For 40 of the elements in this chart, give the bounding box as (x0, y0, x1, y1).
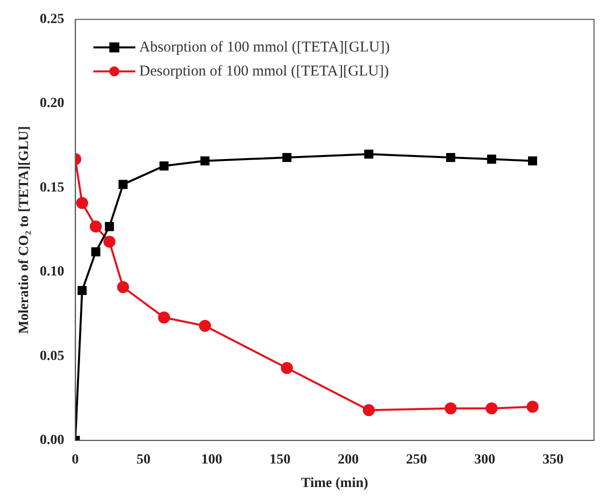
y-tick-label: 0.00 (40, 433, 64, 448)
legend-label: Absorption of 100 mmol ([TETA][GLU]) (139, 39, 390, 56)
y-tick-label: 0.10 (40, 264, 64, 280)
point (528, 156, 538, 166)
point (90, 220, 102, 233)
point (158, 311, 170, 324)
point (487, 154, 496, 164)
x-tick-label: 200 (338, 452, 359, 468)
point (78, 286, 87, 296)
y-tick-label: 0.25 (40, 12, 64, 28)
y-tick-label: 0.20 (40, 96, 64, 112)
point (362, 404, 375, 416)
point (91, 247, 100, 256)
point (198, 320, 211, 332)
x-tick-label: 50 (136, 452, 151, 468)
point (103, 236, 116, 248)
legend-label: Desorption of 100 mmol ([TETA][GLU]) (139, 63, 389, 80)
point (364, 150, 374, 159)
point (200, 156, 210, 166)
x-tick-label: 100 (201, 452, 222, 468)
x-tick-label: 350 (542, 452, 564, 468)
point (159, 161, 169, 170)
x-axis-title: Time (min) (301, 476, 368, 492)
x-tick-label: 0 (72, 452, 79, 468)
point (446, 152, 456, 162)
y-axis-title: Moleratio of CO₂ to [TETA][GLU] (17, 126, 32, 334)
point (526, 400, 539, 413)
point (76, 196, 88, 209)
point (486, 402, 498, 414)
point (282, 152, 292, 162)
y-tick-label: 0.15 (40, 180, 64, 196)
point (117, 281, 130, 294)
x-tick-label: 250 (406, 452, 428, 468)
point (280, 362, 293, 374)
point (118, 180, 128, 189)
y-tick-label: 0.05 (40, 348, 64, 364)
point (444, 402, 457, 414)
point (104, 222, 114, 232)
x-tick-label: 150 (270, 452, 291, 468)
x-tick-label: 300 (474, 452, 496, 468)
